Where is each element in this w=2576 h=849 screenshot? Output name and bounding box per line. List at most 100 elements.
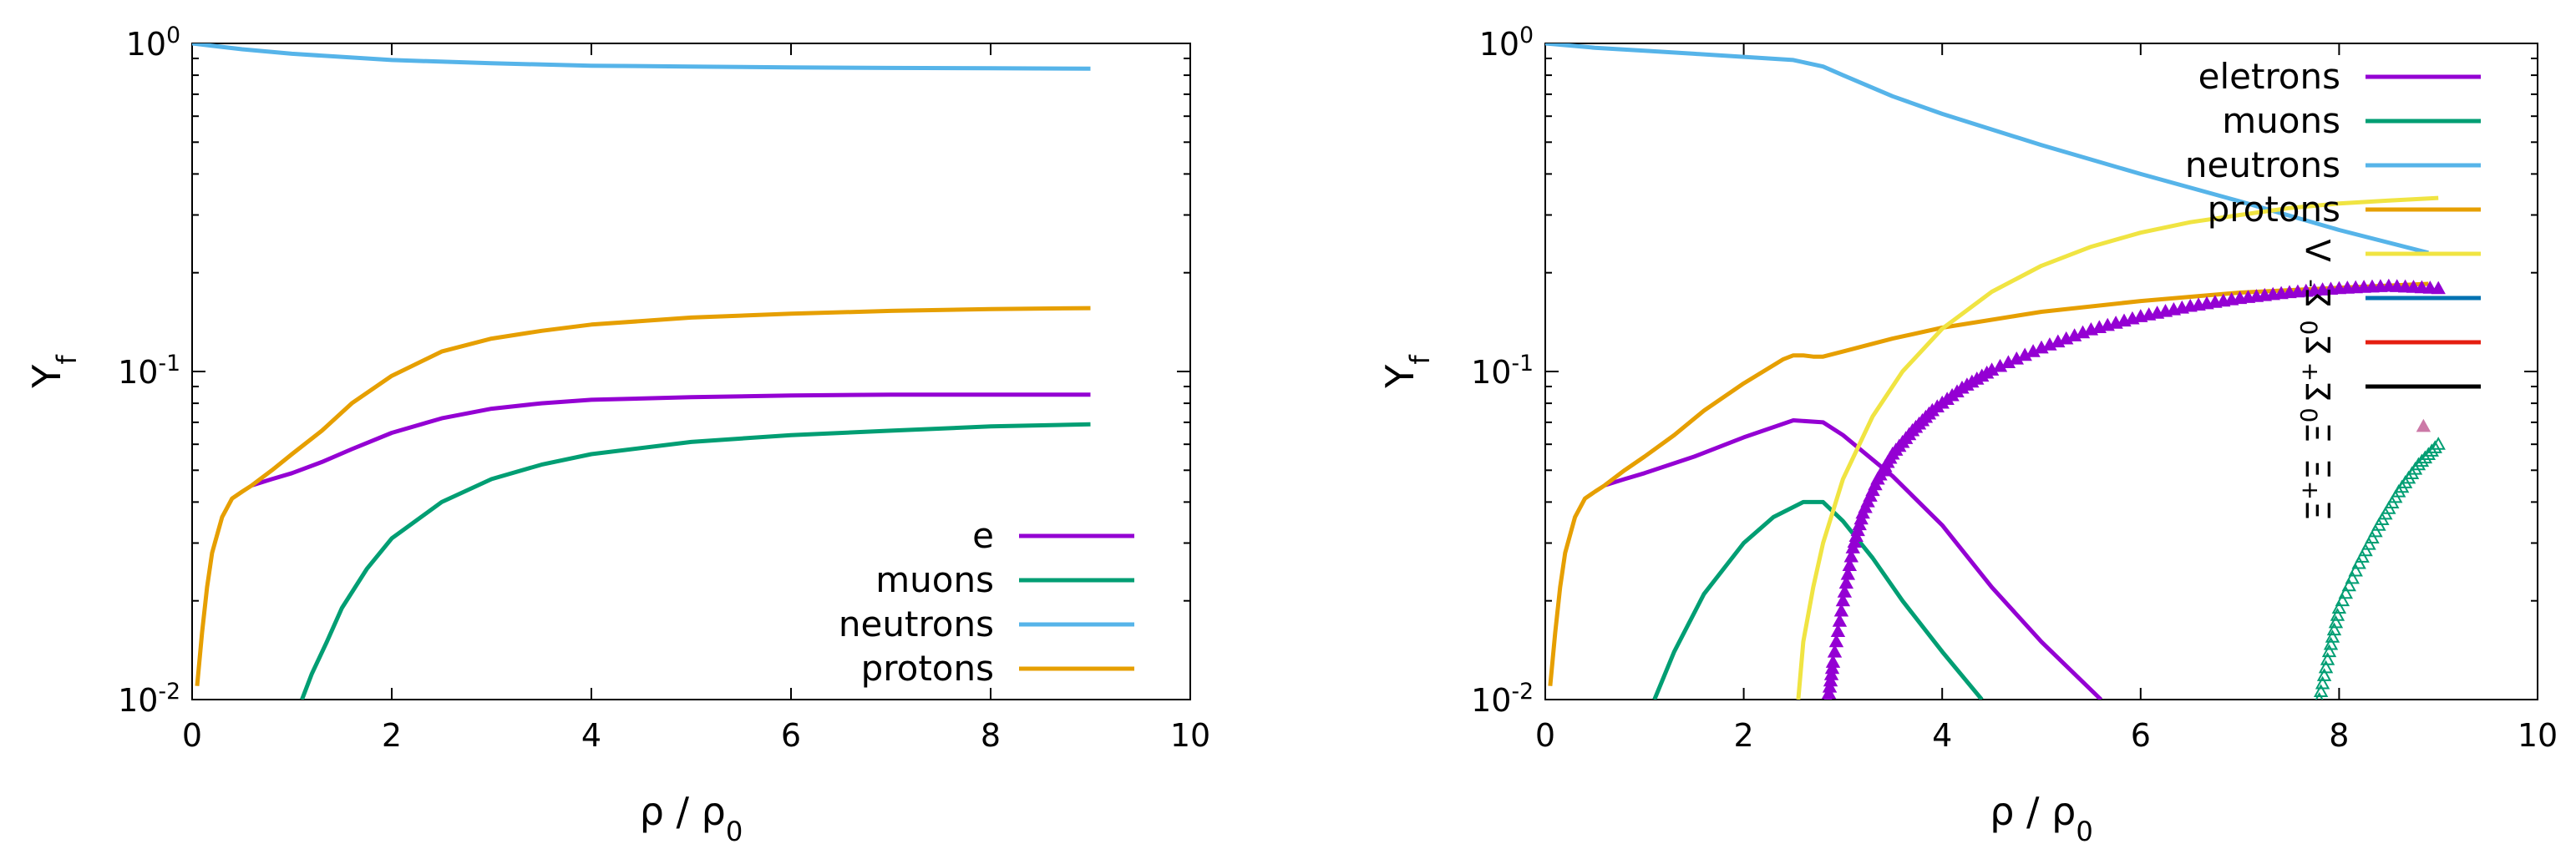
legend-greek-label: Σ- xyxy=(2295,279,2340,308)
y-tick-label: 10-2 xyxy=(1471,679,1534,720)
x-tick-label: 8 xyxy=(981,717,1001,754)
series-muons-line xyxy=(300,422,1091,700)
series---line xyxy=(1796,195,2439,700)
legend-label: neutrons xyxy=(2185,144,2340,185)
legend-label: eletrons xyxy=(2198,56,2340,97)
series---point xyxy=(1825,654,1841,668)
plot-frame xyxy=(191,43,1191,700)
legend-greek-label: Σ0 xyxy=(2295,320,2340,356)
series-protons-line xyxy=(195,306,1091,686)
x-tick-label: 2 xyxy=(382,717,402,754)
x-tick-label: 8 xyxy=(2329,717,2349,754)
series-eletrons-line xyxy=(1604,418,2103,700)
series---point xyxy=(2414,280,2430,294)
series---point xyxy=(2422,280,2437,294)
x-tick-label: 0 xyxy=(182,717,202,754)
y-tick-label: 10-2 xyxy=(118,679,180,720)
legend-label: muons xyxy=(875,559,994,600)
series--0-point xyxy=(2417,450,2433,464)
series---point xyxy=(2390,279,2405,292)
x-tick-label: 4 xyxy=(1932,717,1952,754)
series--0-point xyxy=(2411,457,2426,471)
series--0-point xyxy=(2320,652,2335,665)
series--0-point xyxy=(2331,600,2347,614)
series--0-point xyxy=(2351,555,2366,569)
series--0-point xyxy=(2323,636,2339,650)
series--0-point xyxy=(2355,549,2370,563)
series-neutrons-line xyxy=(192,43,1091,71)
series--0-point xyxy=(2315,691,2324,700)
x-tick-label: 6 xyxy=(781,717,801,754)
series---point xyxy=(1828,634,1844,648)
x-tick-label: 0 xyxy=(1535,717,1555,754)
series--0-point xyxy=(2318,659,2334,674)
legend-greek-label: Σ+ xyxy=(2295,362,2340,403)
series--0-point xyxy=(2365,530,2380,543)
series-neutrons-line xyxy=(1545,43,2429,255)
legend-greek-label: Ξ+ xyxy=(2295,481,2340,522)
series---point xyxy=(1842,558,1858,572)
series--0-point xyxy=(2330,608,2345,621)
series--0-point xyxy=(2315,675,2330,690)
series--0-point xyxy=(2427,440,2442,453)
series--0-point xyxy=(2338,585,2354,599)
y-tick-label: 100 xyxy=(1479,23,1534,63)
series--0-point xyxy=(2326,622,2342,636)
series--0-point xyxy=(2431,437,2446,450)
legend-label: neutrons xyxy=(839,604,994,644)
series--0-point xyxy=(2321,644,2337,658)
series--0-point xyxy=(2325,629,2340,643)
panel-2: 0 2 4 6 8 10 10-2 10-1 100 ρ / ρ0 Yf eletronsmuonsn… xyxy=(1377,23,2558,848)
series--0-point xyxy=(2361,536,2376,550)
series--0-point xyxy=(2328,614,2344,629)
plot-frame xyxy=(1544,43,2538,700)
x-tick-label: 2 xyxy=(1734,717,1754,754)
series---point xyxy=(1832,614,1848,627)
series--0-point xyxy=(2368,523,2383,538)
series---point xyxy=(1838,575,1854,589)
series---point xyxy=(1823,673,1838,687)
series-group xyxy=(1545,43,2446,700)
series--0-point xyxy=(2414,453,2430,467)
y-tick-label: 100 xyxy=(126,23,180,63)
series---point xyxy=(1823,667,1839,680)
series--0-point xyxy=(2345,570,2360,584)
legend-label: protons xyxy=(2208,189,2340,230)
series---point xyxy=(1830,624,1846,638)
series--0-point xyxy=(2341,578,2356,592)
series---point xyxy=(2381,278,2396,292)
series---point xyxy=(1824,660,1840,675)
series---point xyxy=(1840,566,1856,580)
series--0-point xyxy=(2421,447,2437,460)
series-muons-line xyxy=(1652,499,1984,700)
x-tick-label: 10 xyxy=(1170,717,1210,754)
series---point xyxy=(1821,685,1837,700)
series--0-point xyxy=(2424,443,2439,457)
series---point xyxy=(2431,280,2446,295)
series--0-point xyxy=(2348,563,2363,577)
series---point xyxy=(2406,280,2421,293)
series--0-point xyxy=(2313,684,2329,698)
legend-greek-label: Ξ0 xyxy=(2295,407,2340,443)
series---point xyxy=(1835,593,1851,607)
y-tick-label: 10-1 xyxy=(118,351,180,392)
legend-greek-label: Λ xyxy=(2300,239,2339,262)
x-tick-label: 4 xyxy=(581,717,601,754)
series---point xyxy=(1827,644,1843,658)
x-axis-label: ρ / ρ0 xyxy=(1990,789,2093,847)
legend-label: e xyxy=(972,515,994,556)
x-axis-label: ρ / ρ0 xyxy=(640,789,743,847)
series---point xyxy=(1833,603,1849,617)
legend-label: muons xyxy=(2222,100,2340,141)
series---point xyxy=(1843,548,1858,563)
series-group xyxy=(192,43,1091,700)
panel-1: 0 2 4 6 8 10 10-2 10-1 100 ρ / ρ0 Yf emuonsneutrons… xyxy=(24,23,1210,848)
series--0-point xyxy=(2358,543,2373,557)
series---point xyxy=(2397,279,2413,293)
y-axis-label: Yf xyxy=(1377,355,1436,389)
series---point xyxy=(1822,680,1838,693)
series--0-point xyxy=(2316,668,2332,681)
x-tick-label: 10 xyxy=(2518,717,2558,754)
series---point xyxy=(2416,418,2431,432)
